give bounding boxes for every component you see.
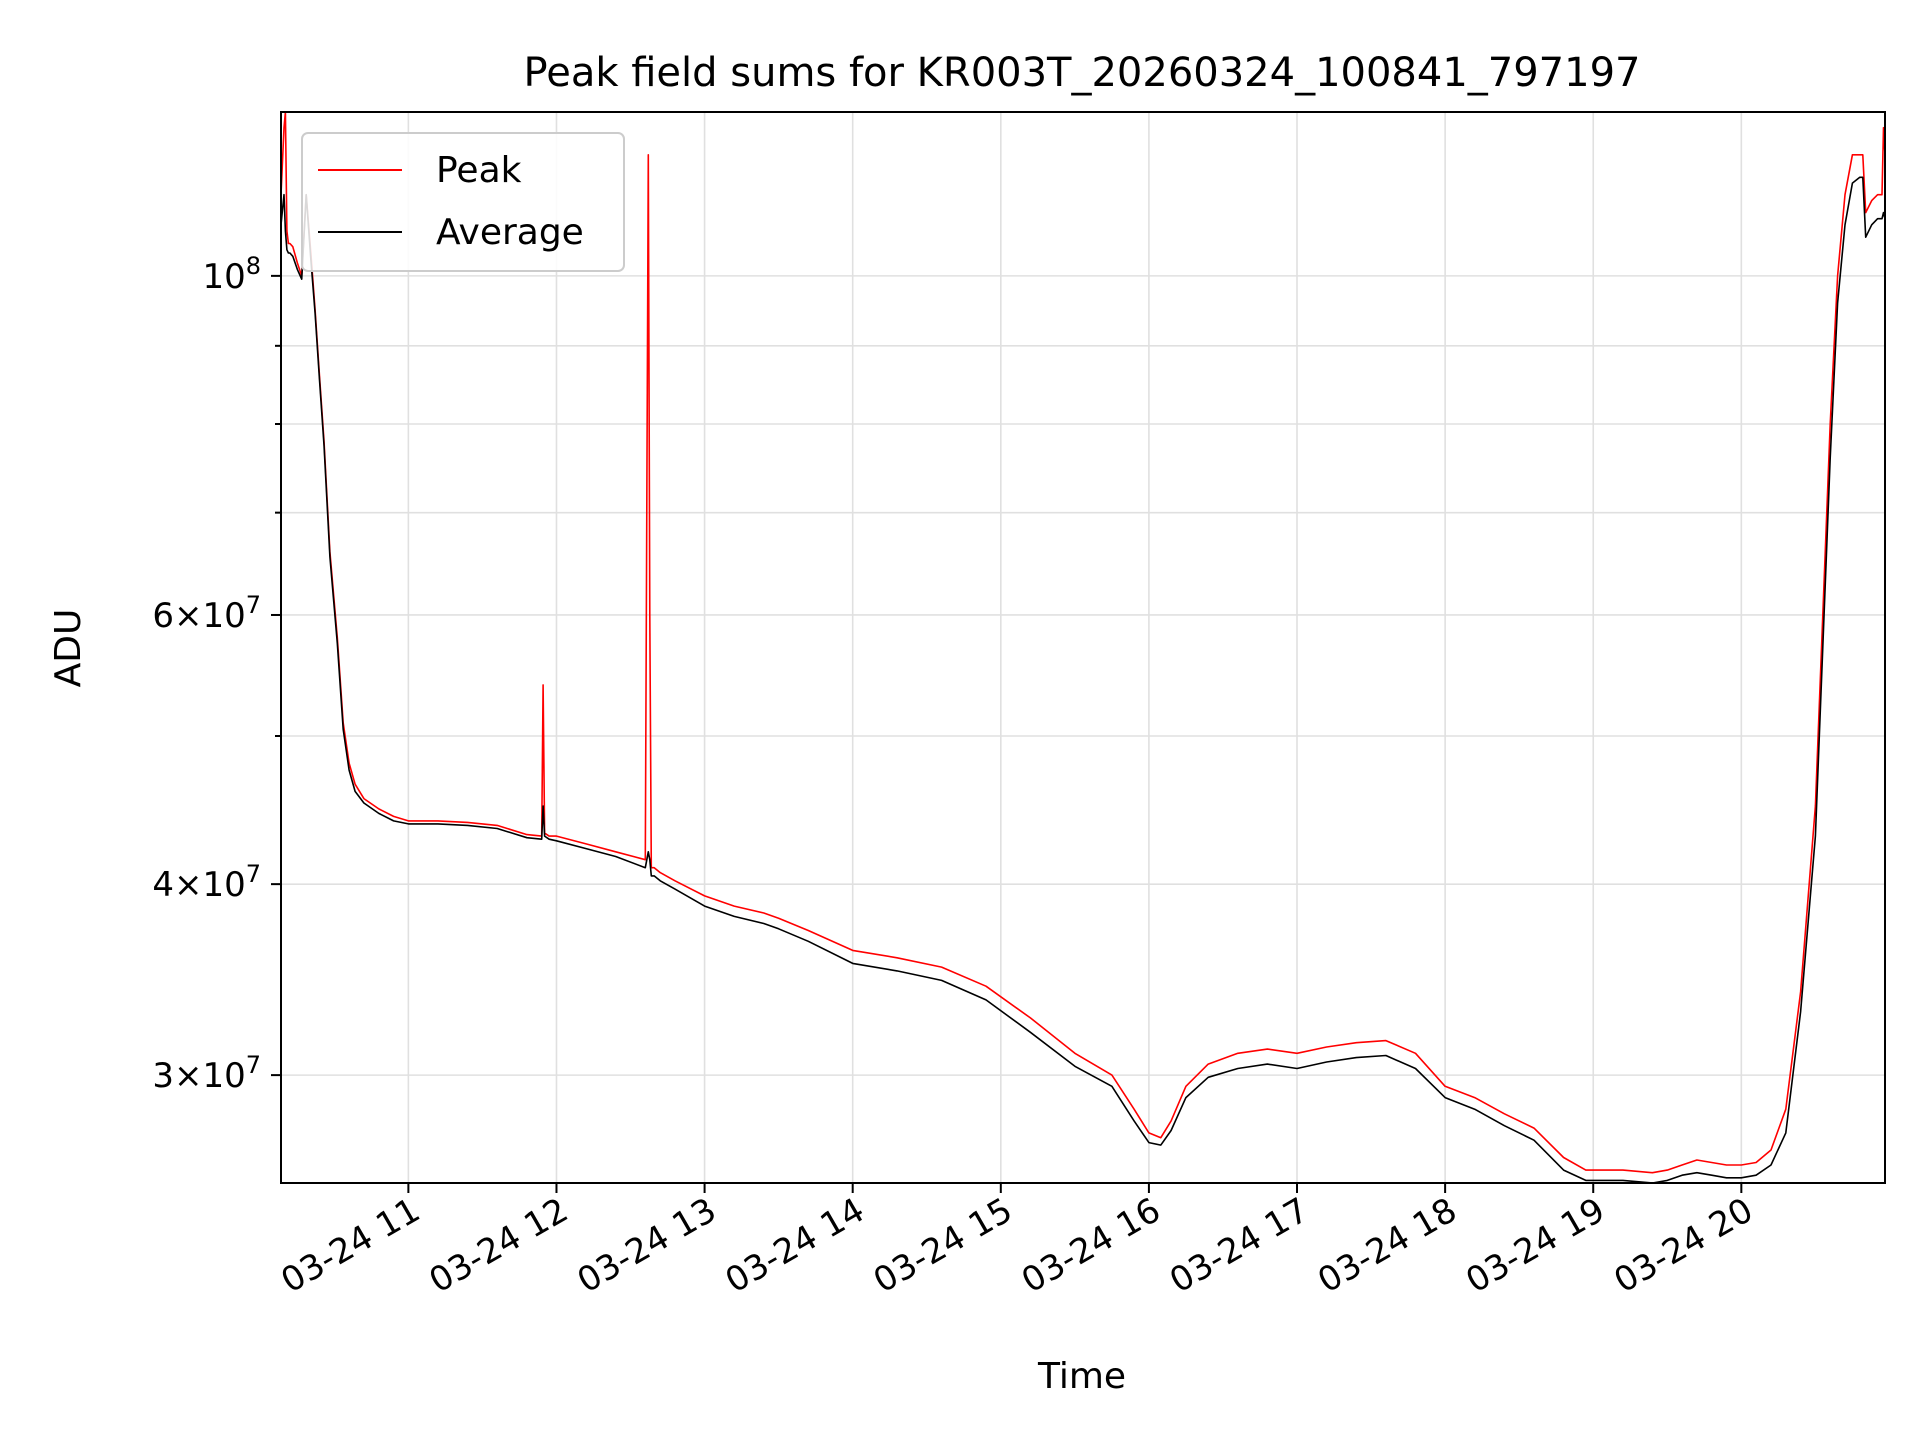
y-tick-label: 6×107 bbox=[152, 591, 261, 636]
series-line-average bbox=[281, 176, 1885, 1183]
chart-title: Peak field sums for KR003T_20260324_1008… bbox=[524, 50, 1641, 96]
series-line-peak bbox=[281, 112, 1885, 1174]
legend: Peak Average bbox=[301, 132, 625, 272]
y-tick-label: 4×107 bbox=[152, 860, 261, 905]
x-axis-label: Time bbox=[1037, 1356, 1126, 1397]
legend-label-average: Average bbox=[436, 212, 584, 253]
axes-frame bbox=[280, 111, 1886, 1184]
legend-box bbox=[301, 132, 625, 272]
y-tick-label: 3×107 bbox=[152, 1051, 261, 1096]
plot-area bbox=[281, 112, 1885, 1183]
grid bbox=[281, 112, 1885, 1183]
legend-label-peak: Peak bbox=[436, 150, 522, 191]
y-axis-label: ADU bbox=[48, 609, 89, 688]
